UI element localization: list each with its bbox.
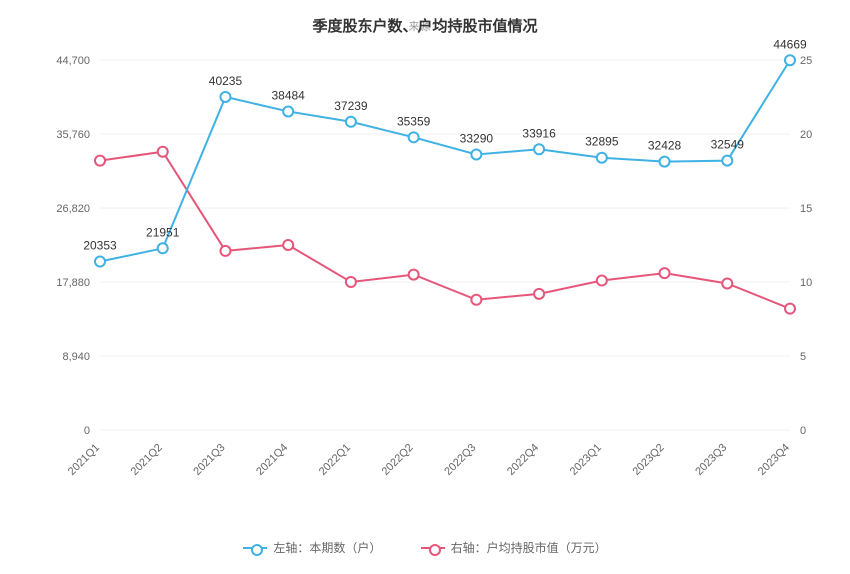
- x-axis-label: 2022Q3: [442, 442, 478, 478]
- series2-marker[interactable]: [158, 147, 168, 157]
- series1-marker[interactable]: [597, 153, 607, 163]
- left-axis-tick: 17,880: [56, 277, 90, 289]
- series1-marker[interactable]: [785, 55, 795, 65]
- series1-marker[interactable]: [660, 157, 670, 167]
- series2-marker[interactable]: [660, 268, 670, 278]
- series1-data-label: 33290: [460, 131, 494, 145]
- series1-data-label: 33916: [522, 126, 556, 140]
- series1-data-label: 38484: [271, 88, 305, 102]
- series2-marker[interactable]: [534, 289, 544, 299]
- x-axis-label: 2022Q4: [505, 442, 541, 478]
- series1-line: [100, 60, 790, 261]
- series2-marker[interactable]: [409, 270, 419, 280]
- chart-container: 来源： 季度股东户数、户均持股市值情况 08,94017,88026,82035…: [0, 0, 850, 574]
- legend-label-series2: 右轴：户均持股市值（万元）: [451, 539, 607, 556]
- series1-data-label: 35359: [397, 114, 431, 128]
- left-axis-tick: 44,700: [56, 55, 90, 67]
- legend-item-series2[interactable]: 右轴：户均持股市值（万元）: [421, 539, 607, 556]
- series1-marker[interactable]: [346, 117, 356, 127]
- series2-marker[interactable]: [722, 278, 732, 288]
- left-axis-tick: 0: [84, 425, 90, 437]
- right-axis-tick: 25: [800, 55, 812, 67]
- left-axis-tick: 8,940: [62, 351, 90, 363]
- x-axis-label: 2022Q2: [380, 442, 416, 478]
- right-axis-tick: 0: [800, 425, 806, 437]
- series2-marker[interactable]: [346, 277, 356, 287]
- x-axis-label: 2021Q1: [66, 442, 102, 478]
- x-axis-label: 2022Q1: [317, 442, 353, 478]
- chart-svg: 0 8,940 17,880 26,820 35,760 44,700 0 5 10 15 20 25…: [0, 0, 850, 574]
- series1-data-label: 32428: [648, 139, 682, 153]
- series2-line: [100, 152, 790, 309]
- x-axis-label: 2023Q4: [756, 442, 792, 478]
- right-axis-tick: 5: [800, 351, 806, 363]
- series1-marker[interactable]: [534, 144, 544, 154]
- right-axis-tick: 15: [800, 203, 812, 215]
- right-axis-tick: 20: [800, 129, 812, 141]
- series1-data-label: 21951: [146, 225, 180, 239]
- legend-item-series1[interactable]: 左轴：本期数（户）: [243, 539, 381, 556]
- series2-marker[interactable]: [283, 240, 293, 250]
- legend-swatch-series1: [243, 547, 267, 549]
- series2-marker[interactable]: [471, 295, 481, 305]
- series1-marker[interactable]: [409, 132, 419, 142]
- series2-marker[interactable]: [785, 304, 795, 314]
- legend-label-series1: 左轴：本期数（户）: [273, 539, 381, 556]
- x-axis-label: 2023Q3: [693, 442, 729, 478]
- series1-data-label: 20353: [83, 239, 117, 253]
- x-axis-label: 2021Q2: [129, 442, 165, 478]
- legend-swatch-series2: [421, 547, 445, 549]
- series1-marker[interactable]: [158, 243, 168, 253]
- series2-marker[interactable]: [597, 276, 607, 286]
- right-axis-tick: 10: [800, 277, 812, 289]
- series1-marker[interactable]: [220, 92, 230, 102]
- left-axis-tick: 26,820: [56, 203, 90, 215]
- series2-marker[interactable]: [220, 246, 230, 256]
- x-axis-label: 2023Q1: [568, 442, 604, 478]
- series1-data-label: 37239: [334, 99, 368, 113]
- x-axis-label: 2021Q3: [191, 442, 227, 478]
- x-axis-label: 2023Q2: [630, 442, 666, 478]
- series1-marker[interactable]: [283, 106, 293, 116]
- chart-legend: 左轴：本期数（户） 右轴：户均持股市值（万元）: [0, 538, 850, 557]
- series1-data-label: 40235: [209, 74, 243, 88]
- series1-data-label: 32549: [711, 138, 745, 152]
- series2-marker[interactable]: [95, 156, 105, 166]
- series1-marker[interactable]: [722, 156, 732, 166]
- left-axis-tick: 35,760: [56, 129, 90, 141]
- x-axis-label: 2021Q4: [254, 442, 290, 478]
- series1-data-label: 44669: [773, 37, 807, 51]
- series1-marker[interactable]: [471, 149, 481, 159]
- series1-data-label: 32895: [585, 135, 619, 149]
- series1-marker[interactable]: [95, 257, 105, 267]
